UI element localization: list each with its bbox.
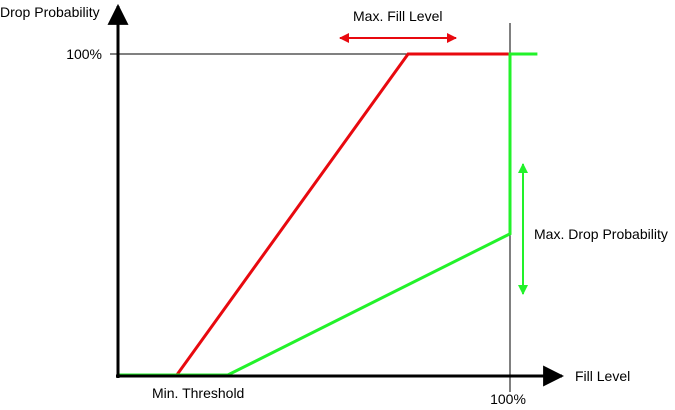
max-drop-probability-label: Max. Drop Probability	[534, 226, 668, 242]
green-drop-curve	[118, 52, 538, 377]
min-threshold-label: Min. Threshold	[152, 385, 244, 401]
max-fill-level-label: Max. Fill Level	[353, 8, 442, 24]
x-axis-label: Fill Level	[575, 368, 630, 384]
red-drop-curve	[118, 52, 510, 377]
y-axis-label: Drop Probability	[0, 4, 100, 20]
y-tick-label-100: 100%	[66, 46, 102, 62]
x-tick-label-100: 100%	[490, 391, 526, 405]
